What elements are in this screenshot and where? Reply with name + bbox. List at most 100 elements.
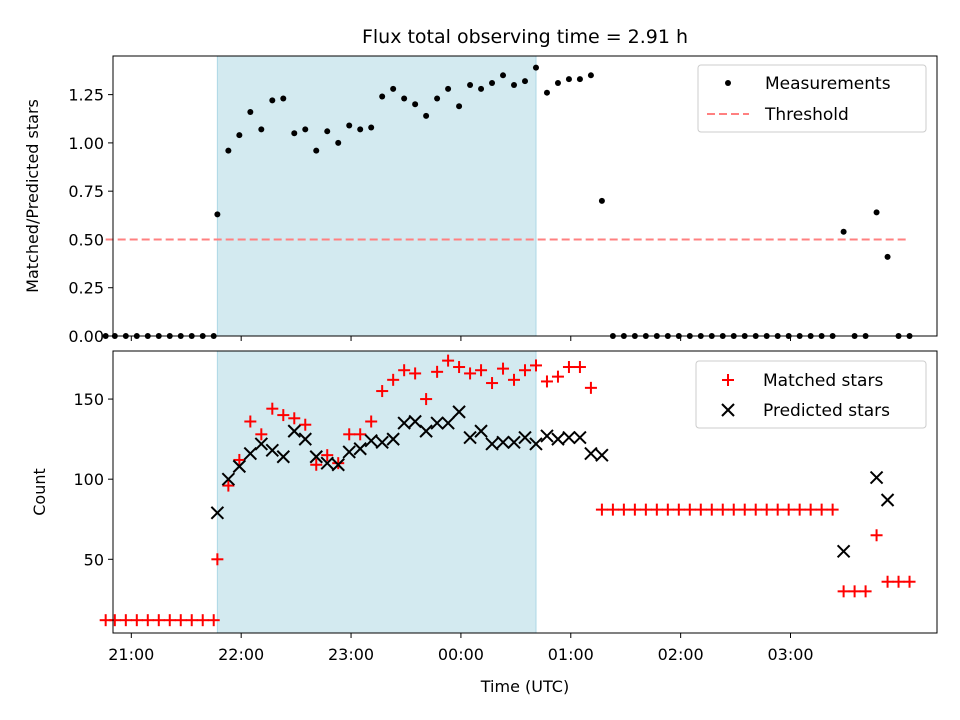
matched-star-point — [431, 365, 444, 378]
matched-star-point — [442, 354, 455, 367]
measurement-point — [587, 72, 594, 79]
top-ytick-label: 0.25 — [68, 279, 104, 298]
predicted-star-point — [474, 424, 488, 438]
predicted-star-point — [562, 430, 576, 445]
matched-star-point — [584, 381, 597, 394]
bottom-xtick-label: 00:00 — [438, 645, 484, 664]
matched-star-point — [573, 361, 586, 374]
matched-star-point — [782, 503, 795, 516]
predicted-star-points — [210, 405, 895, 558]
predicted-star-point — [342, 445, 356, 459]
matched-star-point — [738, 503, 751, 516]
measurement-point — [401, 95, 408, 102]
legend-predicted-label: Predicted stars — [763, 401, 890, 421]
matched-star-point — [486, 377, 499, 390]
top-ytick-label: 1.25 — [68, 86, 104, 105]
bottom-shaded-interval — [216, 350, 537, 634]
matched-star-point — [672, 503, 685, 516]
bottom-xtick-label: 02:00 — [658, 645, 704, 664]
predicted-star-point — [485, 437, 499, 451]
predicted-star-point — [276, 450, 291, 464]
bottom-x-ticks: 21:00 22:00 23:00 00:00 01:00 02:00 03:00 — [108, 633, 814, 664]
matched-star-point — [310, 458, 323, 471]
matched-star-point — [174, 614, 187, 627]
predicted-star-point — [540, 429, 554, 443]
top-ytick-label: 1.00 — [68, 134, 104, 153]
matched-star-point — [207, 614, 220, 627]
top-ytick-label: 0.00 — [68, 327, 104, 346]
matched-star-point — [343, 428, 356, 441]
matched-star-point — [749, 503, 762, 516]
top-ytick-label: 0.75 — [68, 182, 104, 201]
bottom-ytick-label: 50 — [84, 550, 104, 569]
predicted-star-point — [518, 430, 532, 445]
measurement-point — [291, 130, 298, 137]
matched-star-point — [420, 393, 433, 406]
matched-star-point — [892, 575, 905, 588]
legend-matched-marker — [722, 374, 734, 386]
matched-star-point — [727, 503, 740, 516]
matched-star-point — [661, 503, 674, 516]
predicted-star-point — [320, 456, 334, 470]
predicted-star-point — [551, 432, 565, 446]
matched-star-point — [760, 503, 773, 516]
top-title: Flux total observing time = 2.91 h — [362, 26, 688, 48]
predicted-star-point — [221, 472, 236, 486]
matched-star-point — [617, 503, 630, 516]
bottom-legend: Matched stars Predicted stars — [695, 360, 927, 429]
top-ytick-label: 0.50 — [68, 230, 104, 249]
measurement-point — [445, 85, 452, 92]
measurement-point — [467, 81, 474, 88]
top-legend-box — [697, 64, 927, 133]
matched-star-point — [628, 503, 641, 516]
matched-star-point — [119, 614, 132, 627]
measurement-point — [434, 95, 441, 102]
matched-star-point — [551, 370, 564, 383]
bottom-ytick-label: 100 — [73, 470, 104, 489]
measurement-point — [390, 85, 397, 92]
matched-star-point — [870, 529, 883, 542]
predicted-star-point — [265, 443, 280, 458]
measurement-point — [313, 147, 320, 154]
measurement-point — [500, 72, 507, 79]
matched-star-point — [540, 375, 553, 388]
predicted-star-point — [584, 446, 598, 461]
measurement-point — [511, 81, 518, 88]
matched-star-point — [650, 503, 663, 516]
measurement-point — [884, 253, 891, 260]
measurement-point — [258, 126, 265, 133]
predicted-star-point — [408, 414, 422, 429]
predicted-star-point — [232, 459, 247, 474]
matched-star-point — [354, 428, 367, 441]
bottom-xtick-label: 23:00 — [328, 645, 374, 664]
predicted-star-point — [375, 435, 389, 450]
matched-star-point — [694, 503, 707, 516]
measurement-point — [489, 80, 496, 87]
matched-star-point — [606, 503, 619, 516]
matched-star-point — [244, 415, 257, 428]
top-y-axis-label: Matched/Predicted stars — [23, 99, 42, 293]
matched-star-point — [222, 479, 235, 492]
top-shaded-interval — [216, 55, 537, 337]
bottom-xtick-label: 22:00 — [218, 645, 264, 664]
matched-star-point — [409, 367, 422, 380]
matched-star-point — [321, 449, 334, 462]
measurement-point — [412, 101, 419, 108]
predicted-star-point — [243, 446, 258, 461]
legend-measurements-label: Measurements — [765, 74, 891, 94]
matched-star-point — [464, 367, 477, 380]
legend-predicted-marker — [721, 403, 735, 417]
legend-threshold-label: Threshold — [764, 105, 849, 125]
measurement-point — [214, 211, 221, 218]
predicted-star-point — [463, 430, 477, 445]
matched-star-point — [683, 503, 696, 516]
measurement-point — [522, 78, 528, 85]
matched-star-point — [163, 614, 176, 627]
bottom-panel: 50 100 150 21:00 22:00 23:00 00:00 01:00 02:00 0… — [30, 350, 938, 696]
measurement-point — [357, 126, 364, 133]
measurement-point — [543, 89, 550, 96]
predicted-star-point — [331, 458, 345, 472]
matched-star-point — [595, 503, 608, 516]
matched-star-point — [859, 585, 872, 598]
